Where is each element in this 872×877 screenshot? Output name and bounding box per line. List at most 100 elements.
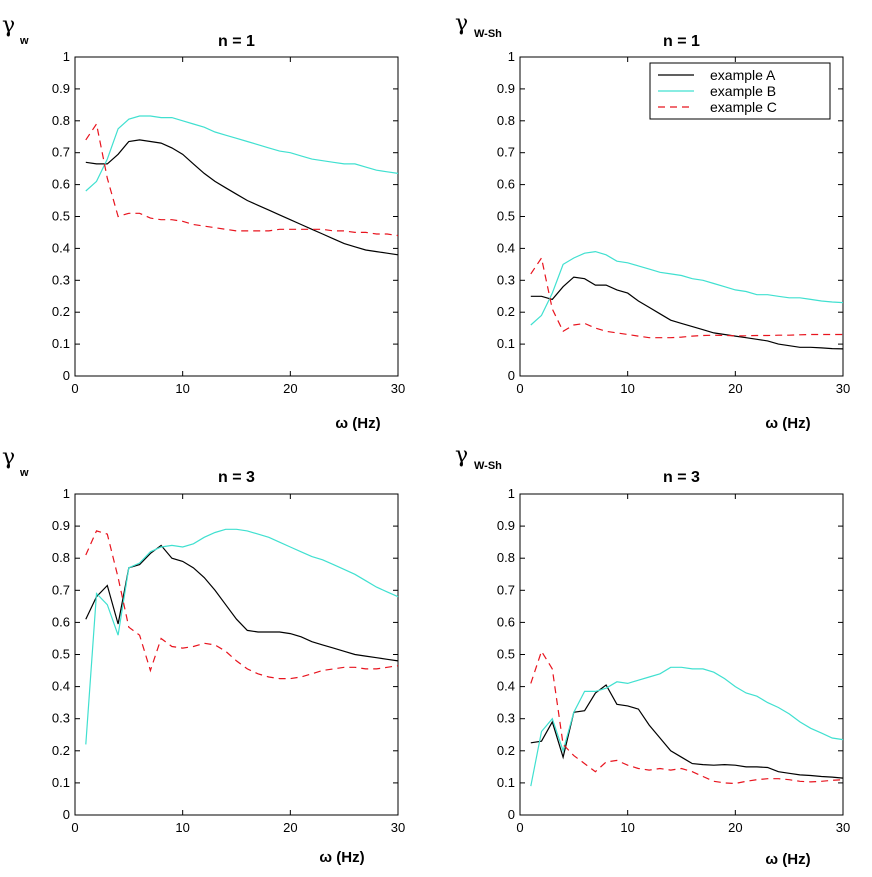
x-tick-label: 30 bbox=[391, 381, 405, 396]
y-tick-label: 0.8 bbox=[52, 550, 70, 565]
y-tick-label: 0.8 bbox=[52, 113, 70, 128]
series-line-example-a bbox=[85, 544, 399, 662]
chart-title: n = 1 bbox=[663, 33, 700, 50]
y-tick-label: 0.4 bbox=[52, 240, 70, 255]
y-tick-label: 0.1 bbox=[497, 336, 515, 351]
y-tick-label: 1 bbox=[63, 486, 70, 501]
y-tick-label: 0.7 bbox=[497, 145, 515, 160]
y-tick-label: 0.4 bbox=[52, 679, 70, 694]
y-tick-label: 0.1 bbox=[52, 775, 70, 790]
y-tick-label: 1 bbox=[508, 486, 515, 501]
y-tick-label: 0.5 bbox=[497, 209, 515, 224]
y-tick-label: 1 bbox=[508, 49, 515, 64]
panel-3: 00.10.20.30.40.50.60.70.80.910 10 20 30n = … bbox=[2, 445, 405, 866]
y-axis-label-symbol: γ bbox=[455, 443, 468, 468]
y-tick-label: 0.9 bbox=[52, 518, 70, 533]
x-tick-label: 0 bbox=[516, 820, 523, 835]
chart-title: n = 3 bbox=[218, 469, 255, 486]
y-tick-label: 0.5 bbox=[497, 647, 515, 662]
x-tick-label: 20 bbox=[728, 381, 742, 396]
y-tick-label: 0.6 bbox=[52, 177, 70, 192]
y-axis-label-symbol: γ bbox=[2, 13, 15, 38]
x-axis-label: ω (Hz) bbox=[765, 415, 810, 432]
y-tick-label: 0.3 bbox=[52, 272, 70, 287]
y-tick-label: 0.6 bbox=[497, 177, 515, 192]
y-axis-label-subscript: w bbox=[19, 467, 29, 479]
x-tick-label: 10 bbox=[620, 820, 634, 835]
panel-1: 00.10.20.30.40.50.60.70.80.910 10 20 30n = … bbox=[2, 13, 405, 432]
y-tick-label: 0.2 bbox=[52, 743, 70, 758]
x-tick-label: 10 bbox=[175, 820, 189, 835]
y-tick-label: 0.9 bbox=[52, 81, 70, 96]
series-line-example-a bbox=[85, 139, 399, 256]
series-line-example-c bbox=[85, 530, 399, 680]
y-tick-label: 0.8 bbox=[497, 113, 515, 128]
y-tick-label: 0 bbox=[63, 807, 70, 822]
chart-title: n = 3 bbox=[663, 469, 700, 486]
y-tick-label: 0.5 bbox=[52, 647, 70, 662]
y-axis-label-subscript: W-Sh bbox=[474, 460, 502, 472]
y-tick-label: 0.1 bbox=[497, 775, 515, 790]
y-tick-label: 1 bbox=[63, 49, 70, 64]
legend-entry-label: example C bbox=[710, 99, 777, 115]
y-tick-label: 0.1 bbox=[52, 336, 70, 351]
panel-2: 00.10.20.30.40.50.60.70.80.910 10 20 30n = … bbox=[455, 11, 850, 432]
series-line-example-b bbox=[530, 666, 844, 787]
series-line-example-c bbox=[530, 649, 844, 785]
y-tick-label: 0.6 bbox=[52, 614, 70, 629]
y-tick-label: 0.3 bbox=[497, 272, 515, 287]
x-tick-label: 0 bbox=[71, 381, 78, 396]
y-tick-label: 0.9 bbox=[497, 81, 515, 96]
legend-entry-label: example A bbox=[710, 67, 776, 83]
y-tick-label: 0.9 bbox=[497, 518, 515, 533]
y-tick-label: 0.3 bbox=[497, 711, 515, 726]
x-tick-label: 30 bbox=[836, 381, 850, 396]
y-axis-label-symbol: γ bbox=[2, 445, 15, 470]
chart-title: n = 1 bbox=[218, 33, 255, 50]
x-tick-label: 20 bbox=[728, 820, 742, 835]
series-line-example-b bbox=[85, 115, 399, 192]
y-tick-label: 0.7 bbox=[52, 145, 70, 160]
series-line-example-b bbox=[85, 528, 399, 745]
y-tick-label: 0 bbox=[508, 368, 515, 383]
series-line-example-a bbox=[530, 684, 844, 779]
plot-area-frame bbox=[74, 493, 399, 816]
x-axis-label: ω (Hz) bbox=[765, 851, 810, 868]
y-tick-label: 0.2 bbox=[497, 743, 515, 758]
series-line-example-c bbox=[530, 256, 843, 339]
y-tick-label: 0.2 bbox=[497, 304, 515, 319]
y-tick-label: 0.8 bbox=[497, 550, 515, 565]
x-tick-label: 20 bbox=[283, 381, 297, 396]
x-tick-label: 10 bbox=[175, 381, 189, 396]
x-axis-label: ω (Hz) bbox=[335, 415, 380, 432]
y-axis-label-subscript: W-Sh bbox=[474, 28, 502, 40]
x-tick-label: 30 bbox=[836, 820, 850, 835]
y-tick-label: 0.5 bbox=[52, 209, 70, 224]
y-tick-label: 0 bbox=[508, 807, 515, 822]
x-tick-label: 0 bbox=[71, 820, 78, 835]
x-tick-label: 10 bbox=[620, 381, 634, 396]
y-tick-label: 0.6 bbox=[497, 614, 515, 629]
y-axis-label-subscript: w bbox=[19, 35, 29, 47]
y-tick-label: 0.4 bbox=[497, 240, 515, 255]
series-line-example-c bbox=[85, 122, 399, 237]
plot-area-frame bbox=[519, 493, 844, 816]
x-tick-label: 0 bbox=[516, 381, 523, 396]
x-tick-label: 30 bbox=[391, 820, 405, 835]
legend-entry-label: example B bbox=[710, 83, 776, 99]
x-axis-label: ω (Hz) bbox=[319, 849, 364, 866]
y-tick-label: 0.3 bbox=[52, 711, 70, 726]
panel-4: 00.10.20.30.40.50.60.70.80.910 10 20 30n = … bbox=[455, 443, 850, 868]
y-tick-label: 0.7 bbox=[497, 582, 515, 597]
x-tick-label: 20 bbox=[283, 820, 297, 835]
y-tick-label: 0.2 bbox=[52, 304, 70, 319]
y-tick-label: 0.7 bbox=[52, 582, 70, 597]
y-tick-label: 0 bbox=[63, 368, 70, 383]
plot-area-frame bbox=[74, 56, 399, 377]
series-line-example-b bbox=[530, 250, 844, 326]
y-tick-label: 0.4 bbox=[497, 679, 515, 694]
y-axis-label-symbol: γ bbox=[455, 11, 468, 36]
